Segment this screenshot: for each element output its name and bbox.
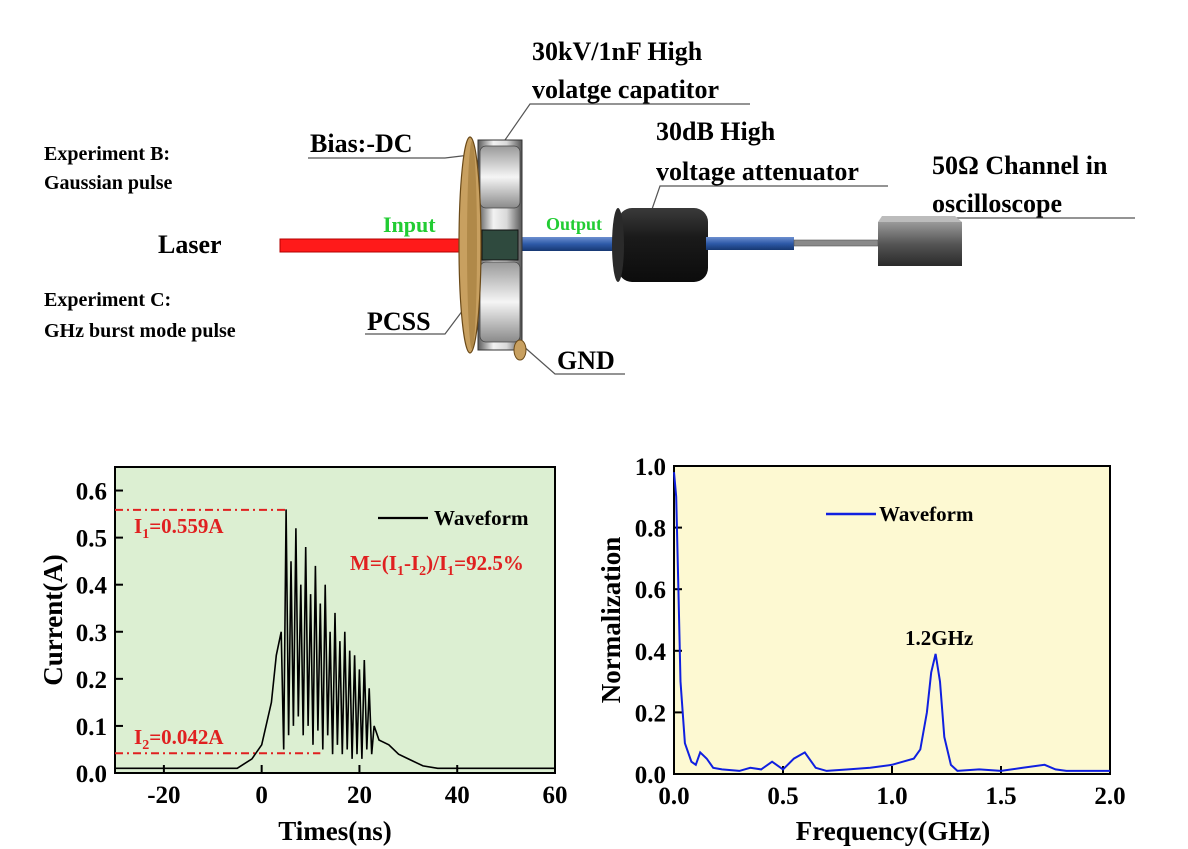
y-tick-label: 0.6 <box>635 577 666 604</box>
m-annotation: M=(I1-I2)/I1=92.5% <box>350 551 524 579</box>
oscilloscope-label-line1: 50Ω Channel in <box>932 151 1108 180</box>
waveform-line <box>115 509 555 770</box>
oscilloscope-channel <box>878 216 962 266</box>
coax-cable-1 <box>522 237 622 251</box>
y-tick-label: 0.6 <box>76 479 107 506</box>
y-tick-label: 0.0 <box>635 762 666 789</box>
coax-cable-2 <box>706 237 794 250</box>
laser-label: Laser <box>158 230 222 259</box>
y-tick-label: 0.5 <box>76 526 107 553</box>
y-tick-label: 0.3 <box>76 620 107 647</box>
capacitor-label-line2: volatge capatitor <box>532 75 719 104</box>
y-tick-label: 0.2 <box>635 700 666 727</box>
y-tick-label: 0.2 <box>76 667 107 694</box>
spectrum-line <box>673 472 1110 772</box>
left-plot-area <box>114 466 556 774</box>
x-tick-label: 1.0 <box>876 783 907 810</box>
attenuator-label-line2: voltage attenuator <box>656 157 859 186</box>
x-tick-label: 0.5 <box>767 783 798 810</box>
right-legend-label: Waveform <box>879 502 974 526</box>
x-tick-label: 0.0 <box>658 783 689 810</box>
x-tick-label: 40 <box>445 782 470 809</box>
pcss-label: PCSS <box>367 307 431 336</box>
capacitor-label-line1: 30kV/1nF High <box>532 37 703 66</box>
exp-c-line1: Experiment C: <box>44 289 171 311</box>
y-tick-label: 0.8 <box>635 516 666 543</box>
exp-b-line1: Experiment B: <box>44 143 170 165</box>
left-axis-ticks: -20 0 20 40 60 0.0 0.1 0.2 0.3 0.4 0.5 0.6 <box>76 479 568 809</box>
gnd-label: GND <box>557 346 615 375</box>
x-tick-label: -20 <box>147 782 180 809</box>
attenuator-label-line1: 30dB High <box>656 117 776 146</box>
exp-b-line2: Gaussian pulse <box>44 172 173 194</box>
right-x-axis-title: Frequency(GHz) <box>796 816 990 846</box>
left-reference-lines <box>115 508 321 755</box>
x-tick-label: 2.0 <box>1094 783 1125 810</box>
input-label: Input <box>383 212 436 237</box>
x-tick-label: 60 <box>543 782 568 809</box>
output-label: Output <box>546 214 602 234</box>
x-tick-label: 0 <box>255 782 268 809</box>
right-y-axis-title: Normalization <box>596 537 626 703</box>
left-x-axis-title: Times(ns) <box>278 816 392 846</box>
i1-annotation: I1=0.559A <box>134 514 224 542</box>
pcss-chip <box>481 229 519 261</box>
left-legend-label: Waveform <box>434 506 529 530</box>
bias-label: Bias:-DC <box>310 129 413 158</box>
attenuator <box>612 208 708 282</box>
thin-cable <box>793 239 879 247</box>
x-tick-label: 1.5 <box>985 783 1016 810</box>
y-tick-label: 0.4 <box>635 639 667 666</box>
x-tick-label: 20 <box>347 782 372 809</box>
y-tick-label: 0.1 <box>76 714 107 741</box>
exp-c-line2: GHz burst mode pulse <box>44 320 236 342</box>
i2-annotation: I2=0.042A <box>134 725 224 753</box>
y-tick-label: 0.4 <box>76 573 108 600</box>
right-plot-area <box>673 465 1111 775</box>
experiment-setup-diagram: 30kV/1nF High volatge capatitor 30dB Hig… <box>44 37 1135 375</box>
left-y-axis-title: Current(A) <box>38 554 68 685</box>
peak-label: 1.2GHz <box>905 626 973 650</box>
laser-beam <box>279 238 471 253</box>
capacitor-stack <box>477 139 527 361</box>
oscilloscope-label-line2: oscilloscope <box>932 189 1062 218</box>
right-axis-ticks: 0.0 0.5 1.0 1.5 2.0 0.0 0.2 0.4 0.6 0.8 1.0 <box>635 454 1126 810</box>
electrode-disk <box>458 136 482 354</box>
y-tick-label: 0.0 <box>76 761 107 788</box>
y-tick-label: 1.0 <box>635 454 666 481</box>
